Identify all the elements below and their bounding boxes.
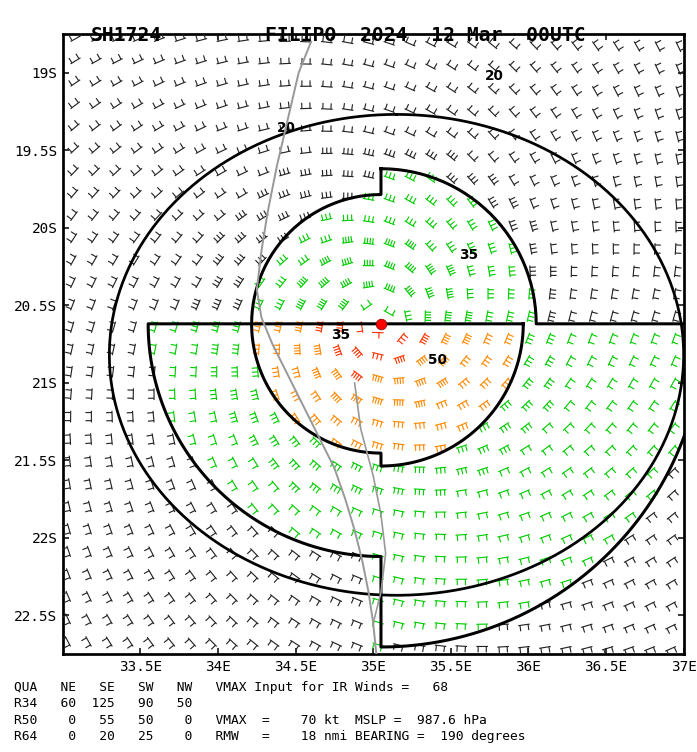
- Text: R50    0   55   50    0   VMAX  =    70 kt  MSLP =  987.6 hPa: R50 0 55 50 0 VMAX = 70 kt MSLP = 987.6 …: [14, 714, 487, 726]
- Text: R64    0   20   25    0   RMW   =    18 nmi BEARING =  190 degrees: R64 0 20 25 0 RMW = 18 nmi BEARING = 190…: [14, 730, 525, 743]
- Text: R34   60  125   90   50: R34 60 125 90 50: [14, 697, 192, 710]
- Text: 35: 35: [331, 329, 350, 342]
- Text: QUA   NE   SE   SW   NW   VMAX Input for IR Winds =   68: QUA NE SE SW NW VMAX Input for IR Winds …: [14, 681, 447, 693]
- Text: 20: 20: [484, 69, 503, 83]
- Text: 35: 35: [458, 247, 477, 262]
- Text: 20: 20: [277, 120, 296, 135]
- Text: SH1724: SH1724: [91, 26, 162, 45]
- Text: 50: 50: [427, 353, 446, 367]
- Text: FILIPO  2024  12 Mar  00UTC: FILIPO 2024 12 Mar 00UTC: [265, 26, 585, 45]
